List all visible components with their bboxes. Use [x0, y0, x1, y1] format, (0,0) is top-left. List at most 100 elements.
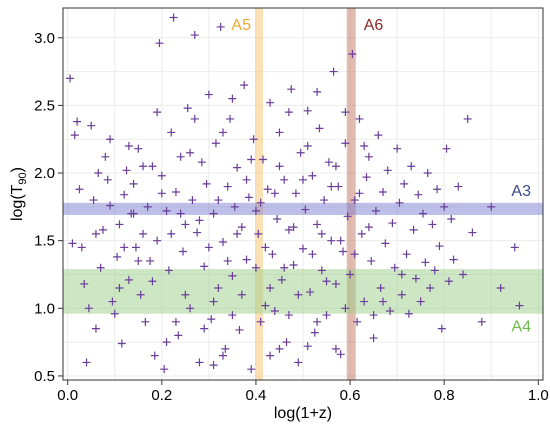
scatter-point — [275, 162, 284, 171]
x-tick-label: 0.8 — [434, 387, 455, 404]
scatter-point — [228, 311, 237, 320]
scatter-point — [277, 275, 286, 284]
scatter-point — [348, 49, 357, 58]
scatter-point — [247, 155, 256, 164]
scatter-point — [204, 243, 213, 252]
scatter-point — [303, 106, 312, 115]
scatter-point — [268, 250, 277, 259]
scatter-point — [77, 243, 86, 252]
scatter-point — [444, 277, 453, 286]
scatter-point — [240, 81, 249, 90]
x-axis-title: log(1+z) — [274, 405, 332, 422]
scatter-point — [390, 263, 399, 272]
y-tick-label: 3.0 — [34, 30, 55, 47]
scatter-point — [223, 182, 232, 191]
y-tick-label: 1.5 — [34, 233, 55, 250]
scatter-point — [270, 189, 279, 198]
scatter-point — [341, 108, 350, 117]
scatter-point — [313, 220, 322, 229]
scatter-point — [169, 13, 178, 22]
scatter-point — [409, 225, 418, 234]
x-tick-label: 0.2 — [151, 387, 172, 404]
scatter-point — [416, 297, 425, 306]
scatter-point — [442, 144, 451, 153]
scatter-point — [381, 239, 390, 248]
scatter-point — [355, 114, 364, 123]
scatter-point — [129, 209, 138, 218]
scatter-point — [379, 187, 387, 196]
scatter-point — [179, 247, 187, 256]
scatter-point — [336, 236, 345, 245]
scatter-point — [89, 196, 98, 205]
y-axis-title: log(T90) — [9, 167, 29, 221]
scatter-point — [407, 162, 416, 171]
scatter-point — [87, 121, 96, 130]
scatter-point — [94, 169, 103, 178]
scatter-point — [477, 317, 486, 326]
scatter-point — [216, 22, 225, 31]
scatter-point — [364, 223, 373, 232]
scatter-point — [341, 139, 350, 148]
scatter-point — [190, 114, 199, 123]
scatter-point — [284, 311, 293, 320]
scatter-point — [454, 182, 463, 191]
scatter-point — [91, 324, 100, 333]
scatter-point — [195, 216, 204, 225]
scatter-point — [296, 148, 305, 157]
scatter-point — [350, 196, 359, 205]
scatter-point — [223, 256, 232, 265]
scatter-point — [291, 189, 300, 198]
scatter-point — [280, 175, 289, 184]
scatter-point — [113, 252, 122, 261]
scatter-point — [106, 135, 115, 144]
scatter-point — [369, 311, 378, 320]
scatter-point — [322, 277, 331, 286]
y-axis-title-subscript: 90 — [17, 172, 29, 184]
scatter-point — [219, 238, 227, 247]
scatter-point — [171, 187, 180, 196]
scatter-point — [146, 256, 155, 265]
band-a6 — [346, 8, 356, 380]
scatter-point — [214, 284, 223, 293]
band-label-a6: A6 — [364, 17, 384, 34]
scatter-point — [383, 166, 392, 175]
scatter-point — [339, 247, 347, 256]
scatter-point — [315, 124, 324, 133]
scatter-point — [374, 131, 383, 140]
scatter-point — [247, 365, 256, 374]
scatter-point — [110, 309, 119, 318]
scatter-point — [219, 351, 227, 360]
y-axis-title-base: log(T — [9, 184, 26, 221]
scatter-point — [237, 290, 246, 299]
scatter-point — [251, 206, 260, 215]
scatter-point — [230, 202, 239, 211]
scatter-point — [270, 307, 279, 316]
scatter-point — [400, 179, 409, 188]
scatter-point — [334, 182, 343, 191]
scatter-point — [294, 290, 303, 299]
scatter-point — [322, 311, 331, 320]
scatter-point — [209, 209, 218, 218]
scatter-point — [153, 108, 162, 117]
scatter-point — [289, 223, 298, 232]
scatter-point — [256, 317, 265, 326]
scatter-point — [186, 304, 195, 313]
x-tick-label: 0.6 — [340, 387, 361, 404]
scatter-point — [148, 162, 157, 171]
scatter-point — [355, 189, 364, 198]
scatter-point — [386, 307, 395, 316]
scatter-point — [428, 220, 437, 229]
scatter-point — [209, 297, 218, 306]
scatter-point — [308, 171, 317, 180]
scatter-point — [256, 198, 265, 207]
scatter-point — [376, 284, 385, 293]
scatter-point — [176, 152, 185, 161]
scatter-point — [202, 179, 211, 188]
scatter-point — [249, 135, 258, 144]
scatter-point — [124, 141, 133, 150]
scatter-point — [117, 339, 126, 348]
scatter-point — [379, 297, 387, 306]
scatter-point — [150, 351, 159, 360]
scatter-point — [237, 223, 246, 232]
